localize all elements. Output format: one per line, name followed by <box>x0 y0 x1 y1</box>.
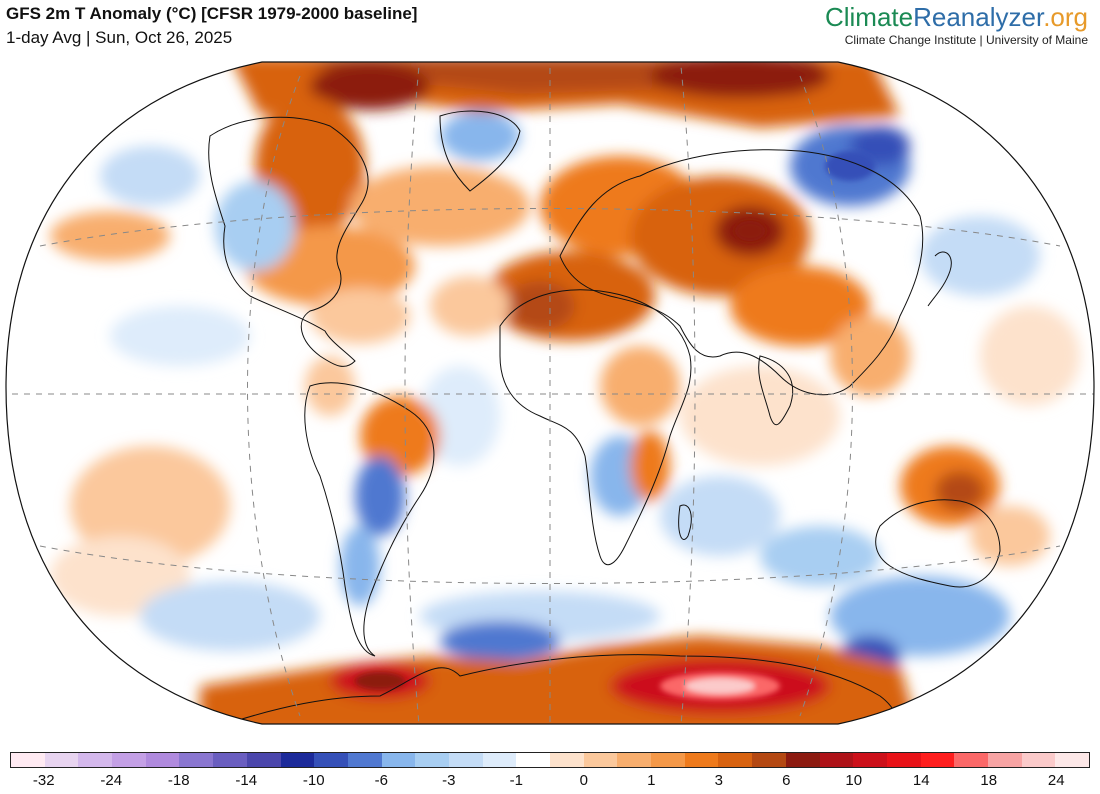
color-scale-tick-label: -10 <box>302 772 325 789</box>
color-scale-cell <box>112 753 146 767</box>
graticule <box>6 62 1094 724</box>
color-scale-cell <box>246 753 281 767</box>
color-scale-tick-label: -6 <box>374 772 388 789</box>
color-scale-cell <box>886 753 921 767</box>
color-scale-cell <box>145 753 180 767</box>
color-scale-tick-label: -24 <box>100 772 123 789</box>
color-scale-cell <box>583 753 618 767</box>
color-scale-tick-label: 6 <box>782 772 791 789</box>
color-scale-cell <box>1055 753 1089 767</box>
color-scale-tick-label: 1 <box>647 772 656 789</box>
color-scale-cell <box>314 753 348 767</box>
map-title: GFS 2m T Anomaly (°C) [CFSR 1979-2000 ba… <box>6 4 418 23</box>
color-scale-cell <box>617 753 652 767</box>
color-scale-tick-label: 18 <box>980 772 998 789</box>
color-scale-cell <box>550 753 584 767</box>
color-scale-tick-label: -18 <box>167 772 190 789</box>
color-scale-cell <box>280 753 315 767</box>
color-scale-tick-label: 10 <box>845 772 863 789</box>
anomaly-blobs <box>50 62 1080 724</box>
color-scale-cell <box>44 753 79 767</box>
brand-subline: Climate Change Institute | University of… <box>844 33 1088 47</box>
color-scale-cell <box>415 753 449 767</box>
brand-name-part1: Climate <box>824 2 914 32</box>
color-scale-cell <box>853 753 887 767</box>
color-scale-cell <box>516 753 550 767</box>
anomaly-field <box>6 62 1094 724</box>
color-scale-cell <box>752 753 786 767</box>
brand-logo[interactable]: ClimateReanalyzer.org Climate Change Ins… <box>825 2 1088 47</box>
color-scale-tick-label: -1 <box>509 772 523 789</box>
color-scale-cell <box>11 753 45 767</box>
anomaly-hotspots <box>355 151 875 700</box>
color-scale-tick-label: 0 <box>579 772 588 789</box>
color-scale-cell <box>1021 753 1056 767</box>
color-scale-cell <box>381 753 416 767</box>
color-scale-cell <box>347 753 382 767</box>
color-scale-bar <box>10 752 1090 768</box>
brand-name-part2: Reanalyzer <box>913 2 1044 32</box>
color-scale-tick-label: -32 <box>32 772 55 789</box>
color-scale-cell <box>651 753 685 767</box>
color-scale-cell <box>684 753 719 767</box>
color-scale-cell <box>448 753 483 767</box>
color-scale-tick-label: 24 <box>1047 772 1065 789</box>
map-subtitle: 1-day Avg | Sun, Oct 26, 2025 <box>6 28 233 47</box>
color-scale-ticks: -32-24-18-14-10-6-3-101361014182432 <box>10 772 1090 790</box>
color-scale-cell <box>954 753 988 767</box>
brand-name: ClimateReanalyzer.org <box>825 2 1088 32</box>
color-scale-tick-label: 3 <box>714 772 723 789</box>
map-border <box>5 61 1095 725</box>
color-scale-cell <box>78 753 113 767</box>
color-scale-cell <box>785 753 820 767</box>
brand-name-part3: .org <box>1043 2 1088 32</box>
color-scale-tick-label: -3 <box>442 772 456 789</box>
color-scale-cell <box>987 753 1022 767</box>
color-scale-cell <box>718 753 753 767</box>
color-scale-cell <box>819 753 854 767</box>
color-scale-cell <box>482 753 517 767</box>
color-scale-tick-label: -14 <box>235 772 258 789</box>
world-anomaly-map <box>5 61 1095 725</box>
color-scale-tick-label: 14 <box>912 772 930 789</box>
color-scale-cell <box>213 753 247 767</box>
color-scale-cell <box>179 753 214 767</box>
color-scale-cell <box>920 753 955 767</box>
